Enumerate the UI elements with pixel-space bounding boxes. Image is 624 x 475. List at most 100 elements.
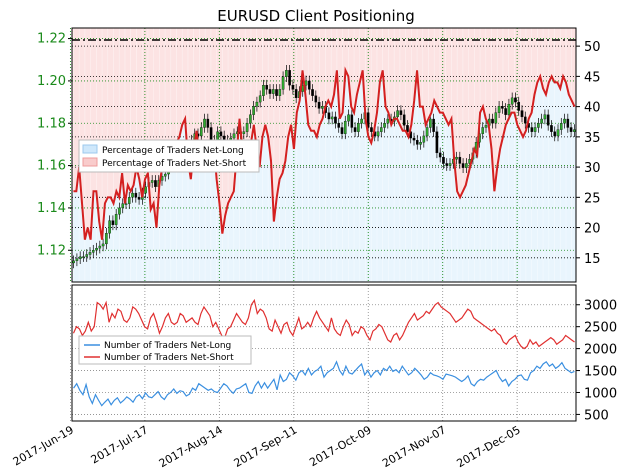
- candle-body: [425, 127, 429, 137]
- candle-body: [121, 203, 125, 209]
- candle-body: [497, 106, 501, 113]
- candle-body: [504, 108, 507, 115]
- candles-layer: [72, 65, 576, 269]
- right-tick-label: 50: [584, 40, 601, 55]
- candle-body: [219, 131, 223, 137]
- candle-body: [206, 118, 210, 128]
- candle-body: [432, 118, 435, 132]
- candle-body: [150, 180, 154, 183]
- bottom-right-tick-label: 2500: [584, 321, 617, 336]
- candle-body: [465, 163, 468, 168]
- candle-body: [461, 163, 465, 168]
- candle-body: [435, 131, 439, 154]
- candle-body: [275, 89, 278, 96]
- candle-body: [82, 256, 85, 258]
- candle-body: [455, 156, 458, 160]
- candle-body: [448, 163, 452, 166]
- candle-body: [98, 245, 102, 249]
- candle-body: [523, 116, 527, 124]
- candle-body: [543, 114, 547, 120]
- candle-body: [559, 123, 563, 130]
- candle-body: [288, 70, 291, 86]
- candle-body: [546, 114, 550, 126]
- candle-body: [340, 127, 344, 134]
- candle-body: [127, 197, 131, 204]
- legend-bottom: Number of Traders Net-Long Number of Tra…: [78, 335, 252, 365]
- candle-body: [366, 112, 370, 128]
- candle-body: [95, 247, 98, 251]
- candle-body: [72, 260, 75, 264]
- legend-label-net-short: Percentage of Traders Net-Short: [102, 159, 247, 169]
- bottom-right-axis-ticks: 500 1000 1500 2000 2500 3000: [576, 299, 617, 423]
- candle-body: [134, 192, 138, 198]
- candle-body: [445, 163, 449, 166]
- candle-body: [360, 118, 363, 124]
- candle-body: [118, 207, 121, 215]
- candle-body: [78, 256, 82, 259]
- candle-body: [415, 140, 419, 145]
- candle-body: [537, 123, 540, 128]
- candle-body: [370, 127, 373, 132]
- candle-body: [422, 135, 426, 143]
- candle-body: [343, 120, 347, 134]
- candle-body: [311, 89, 314, 96]
- candle-body: [321, 106, 324, 109]
- candle-body: [154, 180, 157, 187]
- candle-body: [281, 76, 285, 90]
- candle-body: [278, 89, 282, 96]
- legend-top: Percentage of Traders Net-Long Percentag…: [78, 139, 260, 173]
- candle-body: [533, 127, 537, 132]
- candle-body: [334, 116, 337, 124]
- legend-swatch-net-short: [82, 157, 98, 167]
- candle-body: [419, 142, 422, 145]
- candle-body: [337, 123, 341, 128]
- candle-body: [376, 131, 380, 137]
- candle-body: [553, 131, 557, 137]
- net-long-count-line: [73, 360, 575, 407]
- legend-swatch-net-long: [82, 144, 98, 154]
- left-tick-label: 1.16: [37, 159, 66, 174]
- candle-body: [556, 129, 560, 137]
- candle-body: [347, 114, 350, 122]
- candle-body: [268, 89, 272, 94]
- right-axis-ticks: 15 20 25 30 35 40 45 50: [576, 40, 601, 267]
- candle-body: [399, 110, 403, 115]
- right-tick-label: 15: [584, 252, 601, 267]
- net-short-count-line: [72, 298, 575, 350]
- x-tick-label: 2017-Nov-07: [380, 423, 448, 470]
- candle-body: [550, 125, 553, 132]
- candle-body: [199, 127, 203, 137]
- candle-body: [242, 131, 246, 134]
- right-tick-label: 40: [584, 101, 601, 116]
- candle-body: [249, 114, 252, 124]
- candle-body: [265, 85, 269, 90]
- candle-body: [563, 118, 566, 124]
- candle-body: [91, 250, 95, 253]
- candle-body: [386, 118, 390, 124]
- candle-body: [442, 156, 445, 164]
- candle-body: [353, 127, 357, 132]
- candle-body: [566, 118, 570, 128]
- net-short-line-layer: [73, 66, 576, 240]
- candle-body: [501, 106, 504, 109]
- candle-body: [307, 80, 311, 90]
- right-tick-label: 25: [584, 191, 601, 206]
- candle-body: [271, 89, 275, 94]
- legend-label-count-long: Number of Traders Net-Long: [104, 341, 231, 351]
- candle-body: [294, 89, 298, 98]
- candle-body: [573, 129, 576, 132]
- right-tick-label: 30: [584, 161, 601, 176]
- candle-body: [124, 203, 128, 205]
- candle-body: [108, 220, 111, 234]
- legend-top-box: [78, 139, 260, 173]
- plot-frame-top: [71, 27, 577, 283]
- candle-body: [517, 101, 521, 111]
- candle-body: [245, 123, 249, 132]
- candle-body: [114, 214, 118, 225]
- candle-body: [232, 133, 236, 139]
- candle-body: [402, 114, 406, 126]
- candle-body: [429, 118, 432, 128]
- candle-body: [209, 127, 213, 141]
- candle-body: [412, 137, 416, 141]
- x-tick-label: 2017-Dec-05: [454, 423, 522, 470]
